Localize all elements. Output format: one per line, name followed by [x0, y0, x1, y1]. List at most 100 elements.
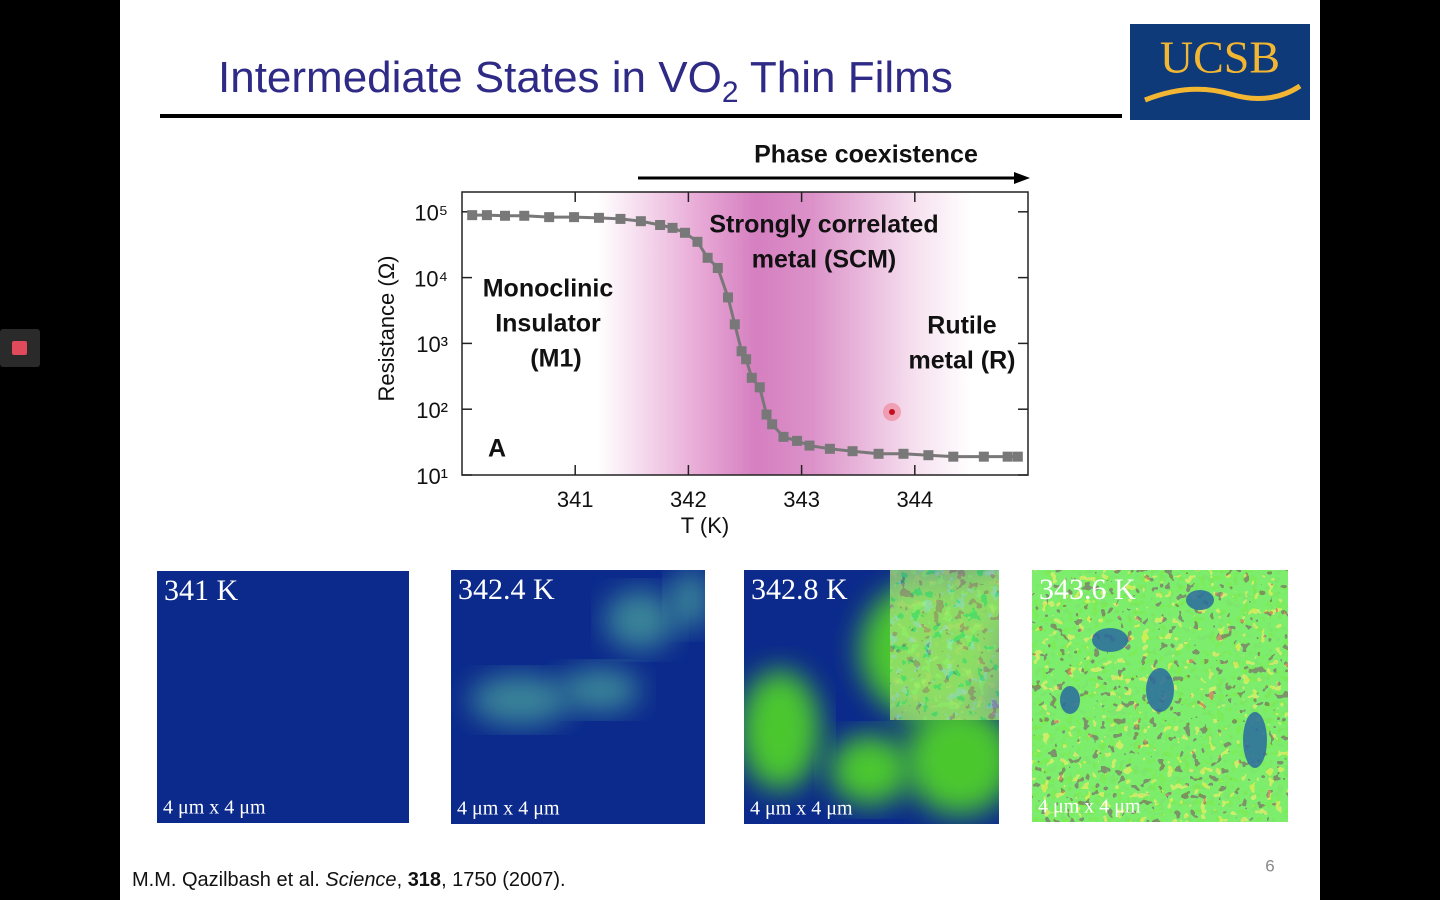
logo-wave [1144, 83, 1302, 103]
afm-image [744, 570, 999, 824]
image-scale: 4 μm x 4 μm [750, 798, 853, 820]
x-tick-label: 343 [783, 487, 820, 512]
page-number: 6 [1265, 856, 1274, 875]
data-point [702, 252, 713, 263]
data-point [467, 210, 478, 221]
image-blob [1243, 712, 1267, 768]
plot-frame [461, 191, 1029, 476]
y-tick-label: 10³ [416, 332, 448, 357]
annotation: A [488, 435, 506, 463]
citation-text: , 1750 (2007). [441, 869, 566, 891]
data-point [761, 409, 772, 420]
y-tick-label: 10⁵ [414, 201, 448, 226]
afm-image [451, 570, 705, 824]
data-point [1012, 451, 1023, 462]
record-icon [12, 341, 27, 355]
citation-journal: Science [325, 869, 396, 891]
data-point [767, 419, 778, 430]
citation-text: , [397, 869, 408, 891]
image-scale: 4 μm x 4 μm [163, 797, 266, 819]
image-scale: 4 μm x 4 μm [457, 798, 560, 820]
arrow-head [1014, 172, 1030, 184]
citation-text: M.M. Qazilbash et al. [132, 869, 325, 891]
x-tick-label: 344 [896, 487, 933, 512]
x-tick-label: 341 [557, 487, 594, 512]
chart: 10¹ 10² 10³ 10⁴ 10⁵ 341 342 343 344 T (K) Resistan… [374, 141, 1030, 538]
image-blob [1186, 590, 1214, 610]
annotation: Phase coexistence [754, 141, 978, 169]
data-point [667, 222, 678, 233]
data-point [804, 440, 815, 451]
data-point [544, 212, 555, 223]
citation: M.M. Qazilbash et al. Science, 318, 1750… [132, 869, 566, 891]
phase-shading [462, 192, 1028, 475]
image-blob [1060, 686, 1080, 714]
x-tick-label: 342 [670, 487, 707, 512]
data-point [723, 292, 734, 303]
citation-volume: 318 [408, 869, 441, 891]
image-blob [1146, 668, 1174, 712]
image-blob [670, 570, 705, 630]
slide-title: Intermediate States in VO2 Thin Films [218, 53, 953, 109]
image-blob [905, 705, 999, 815]
data-point [569, 212, 580, 223]
data-point [680, 227, 691, 238]
data-point [978, 451, 989, 462]
image-texture [890, 570, 999, 720]
data-point [729, 319, 740, 330]
data-point [736, 346, 747, 357]
image-label: 341 K [164, 574, 239, 607]
title-rule [160, 114, 1122, 118]
logo [1130, 24, 1310, 120]
annotation: Insulator [495, 310, 601, 338]
data-point [824, 443, 835, 454]
data-point [948, 451, 959, 462]
data-point [635, 216, 646, 227]
annotation: metal (SCM) [752, 246, 896, 274]
data-point [873, 448, 884, 459]
data-point [847, 446, 858, 457]
image-blob [470, 675, 570, 725]
data-point [615, 213, 626, 224]
data-point [746, 372, 757, 383]
data-point [692, 236, 703, 247]
image-blob [560, 668, 640, 712]
data-point [741, 354, 752, 365]
image-blob [830, 735, 910, 805]
annotation: (M1) [530, 345, 581, 373]
title-text: Thin Films [739, 53, 953, 102]
cursor-dot [889, 409, 895, 415]
x-axis-label: T (K) [681, 513, 729, 538]
annotation: Strongly correlated [709, 211, 938, 239]
annotation: Monoclinic [483, 275, 614, 303]
y-axis-label: Resistance (Ω) [374, 255, 399, 401]
image-label: 342.8 K [751, 573, 848, 606]
data-point [593, 212, 604, 223]
data-point [778, 431, 789, 442]
data-point [481, 210, 492, 221]
logo-text: UCSB [1160, 32, 1280, 83]
data-point [712, 262, 723, 273]
image-blob [744, 670, 820, 790]
image-label: 343.6 K [1039, 573, 1136, 606]
title-subscript: 2 [722, 76, 739, 109]
image-scale: 4 μm x 4 μm [1038, 796, 1141, 818]
data-point [754, 382, 765, 393]
image-row: 341 K 4 μm x 4 μm 342.4 K 4 μm x 4 μm 342.8 … [157, 570, 1288, 824]
data-point [655, 220, 666, 231]
data-point [923, 450, 934, 461]
image-label: 342.4 K [458, 573, 555, 606]
data-point [1002, 451, 1013, 462]
image-blob [605, 590, 675, 650]
afm-image [157, 571, 409, 823]
afm-image [1032, 570, 1288, 822]
data-point [792, 435, 803, 446]
annotation: metal (R) [909, 347, 1016, 375]
y-tick-label: 10⁴ [414, 266, 448, 291]
data-point [898, 448, 909, 459]
y-tick-label: 10² [416, 398, 448, 423]
image-base [157, 571, 409, 823]
y-tick-label: 10¹ [416, 464, 448, 489]
